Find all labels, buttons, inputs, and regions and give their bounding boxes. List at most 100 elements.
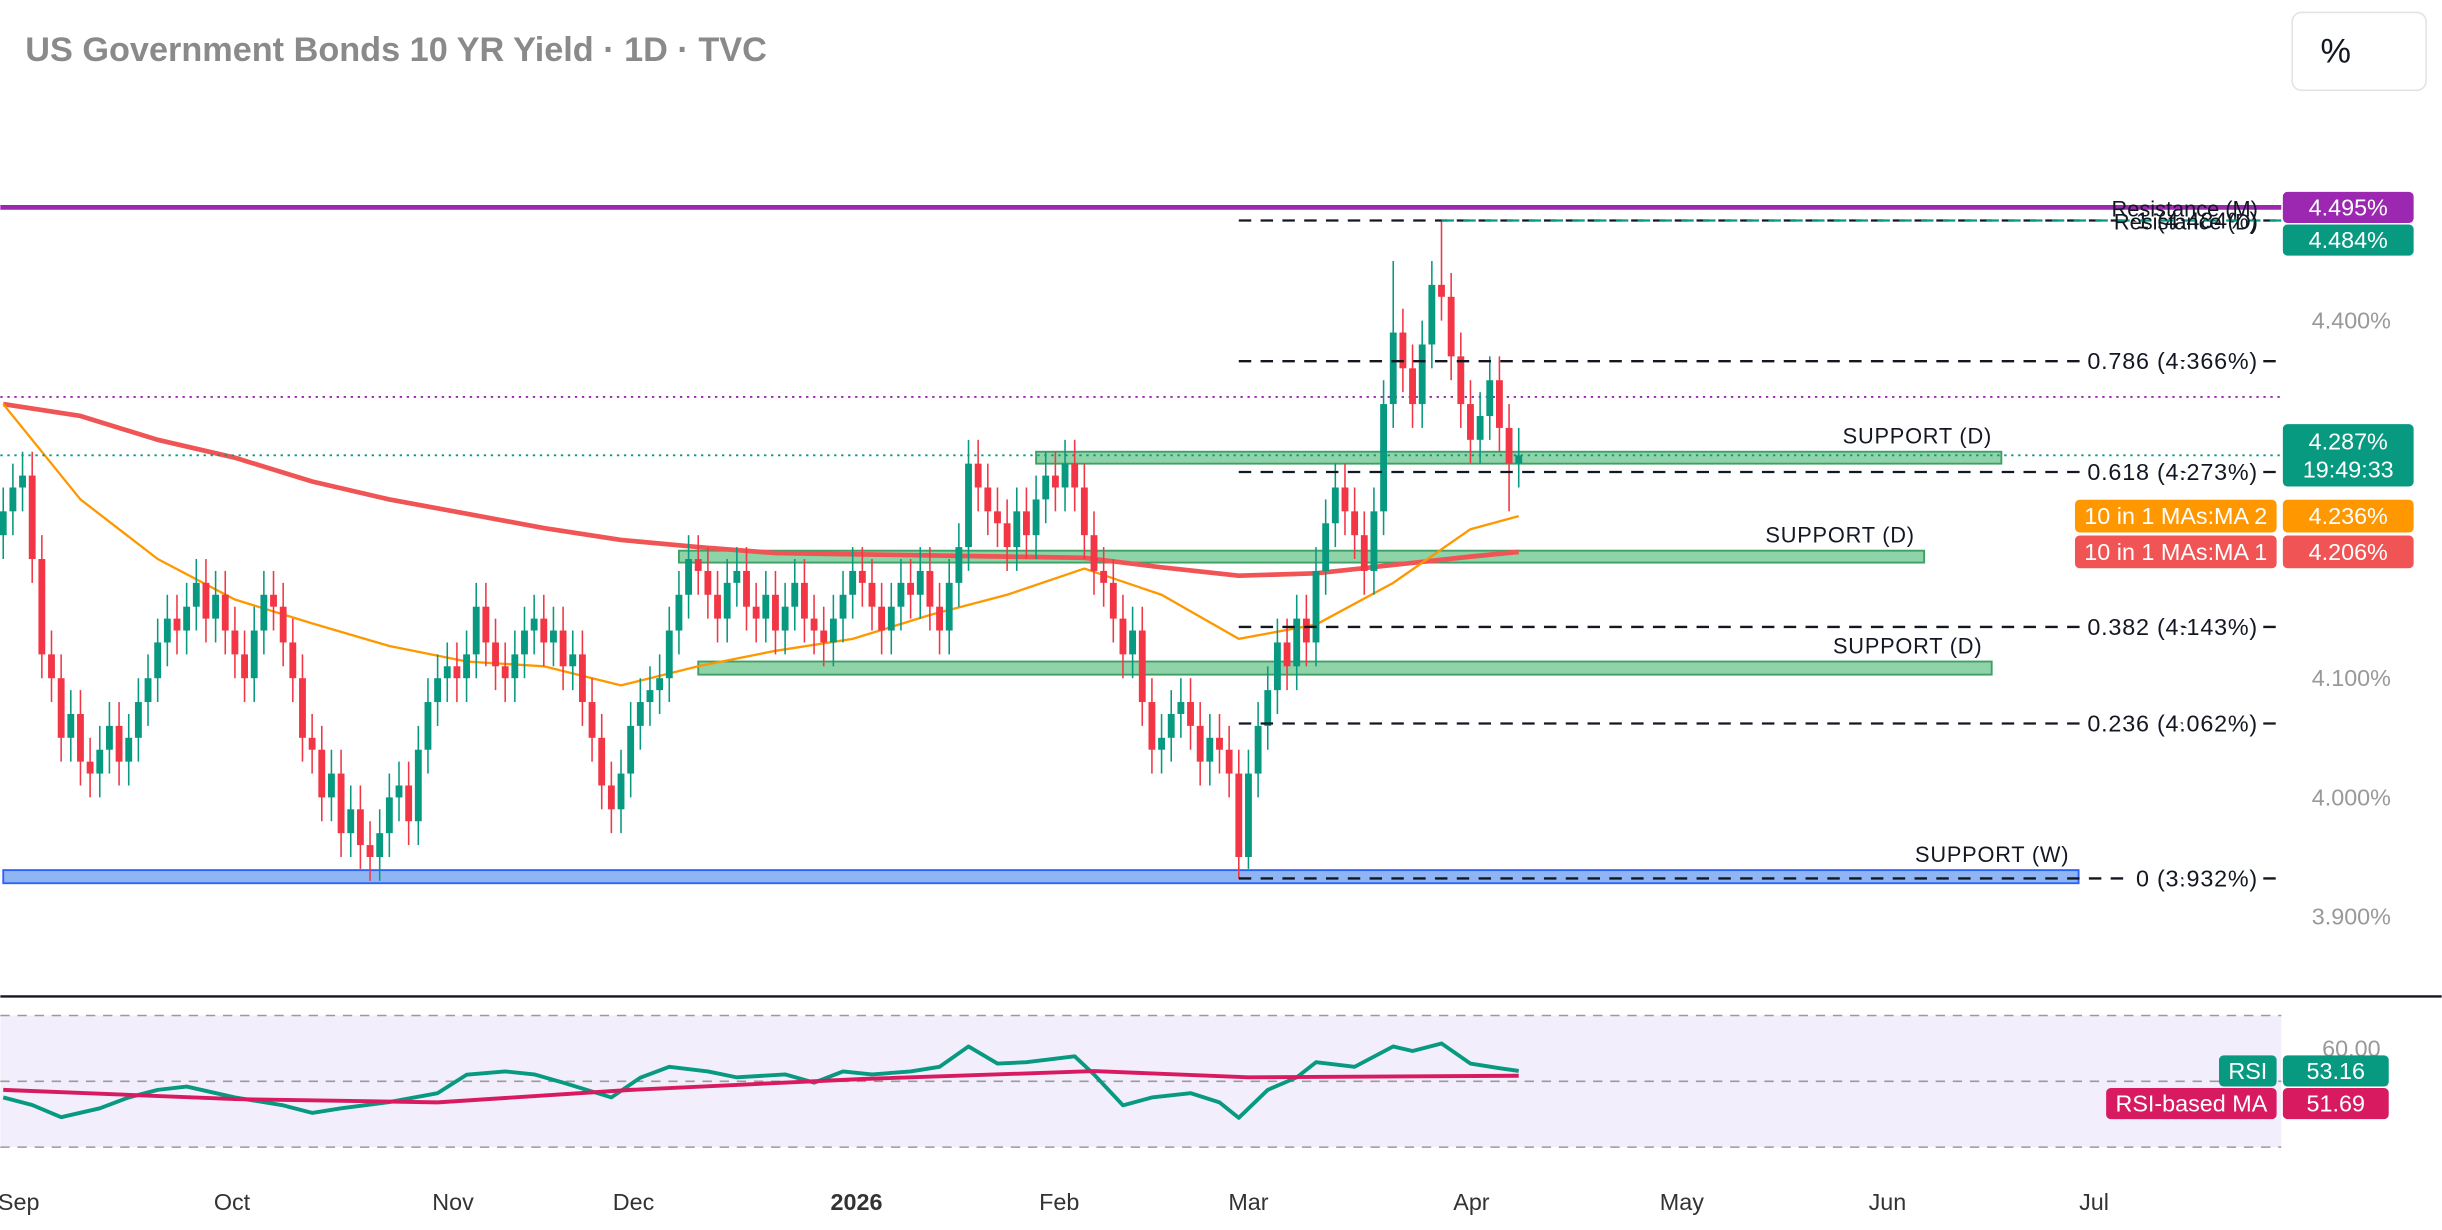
candle-body xyxy=(105,725,113,750)
candle-body xyxy=(318,749,326,798)
candle-body xyxy=(636,702,644,726)
candle-body xyxy=(1080,487,1088,536)
candle-body xyxy=(1351,511,1359,536)
candle-body xyxy=(1090,535,1098,571)
candle-body xyxy=(453,666,461,679)
ma-value-label: 4.206% xyxy=(2309,539,2388,565)
x-tick-label: Jun xyxy=(1869,1189,1907,1215)
candle-body xyxy=(1071,463,1079,488)
candle-body xyxy=(154,642,162,679)
candle-body xyxy=(965,463,972,548)
rsi-value-label: 51.69 xyxy=(2307,1091,2365,1117)
candle-body xyxy=(627,725,635,774)
zone-label: SUPPORT (D) xyxy=(1765,523,1914,548)
candle-body xyxy=(1225,749,1233,774)
candle-body xyxy=(511,654,519,679)
candle-body xyxy=(1428,284,1436,345)
last-price-label: 4.287% xyxy=(2309,428,2388,454)
candle-body xyxy=(1042,475,1050,500)
countdown-label: 19:49:33 xyxy=(2303,456,2394,482)
candle-body xyxy=(492,642,499,667)
candle-body xyxy=(714,594,721,619)
series-name-box xyxy=(2074,535,2277,569)
candle-body xyxy=(1158,737,1165,750)
candle-body xyxy=(1032,499,1040,536)
candle-body xyxy=(183,606,191,631)
series-name-box xyxy=(2074,499,2277,533)
candle-body xyxy=(1264,690,1272,726)
candle-body xyxy=(1003,523,1011,548)
fib-label: 0.618 (4.273%) xyxy=(2087,459,2258,485)
candle-body xyxy=(279,606,287,643)
candle-body xyxy=(125,737,133,762)
ma-value-label-box xyxy=(2282,499,2414,533)
fib-label: 0.382 (4.143%) xyxy=(2087,614,2258,640)
rsi-value-label: 53.16 xyxy=(2307,1058,2365,1084)
candle-body xyxy=(241,654,248,679)
candle-body xyxy=(791,582,799,607)
fib-label: 0 (3.932%) xyxy=(2136,865,2258,891)
candle-body xyxy=(984,487,992,512)
candle-body xyxy=(1467,404,1474,440)
candle-body xyxy=(810,618,818,631)
candle-body xyxy=(1109,582,1117,619)
candle-body xyxy=(656,678,664,691)
candle-body xyxy=(1187,702,1194,726)
candle-body xyxy=(472,606,480,655)
candle-body xyxy=(1389,332,1397,405)
candle-body xyxy=(1245,773,1252,857)
y-tick-label: 4.000% xyxy=(2312,784,2391,810)
candle-body xyxy=(96,749,104,774)
chart-title: US Government Bonds 10 YR Yield · 1D · T… xyxy=(25,31,767,69)
fib-label: 0.786 (4.366%) xyxy=(2087,348,2258,374)
last-price-box xyxy=(2282,424,2414,487)
candle-body xyxy=(675,594,683,631)
candle-body xyxy=(366,845,374,857)
candle-body xyxy=(530,618,538,631)
zone-label: SUPPORT (D) xyxy=(1833,633,1982,658)
zone-label: SUPPORT (W) xyxy=(1915,842,2069,867)
candle-body xyxy=(328,773,335,798)
candle-body xyxy=(308,737,316,750)
x-tick-label: Oct xyxy=(214,1189,251,1215)
candle-body xyxy=(1254,725,1262,774)
x-tick-label: Nov xyxy=(432,1189,474,1215)
candle-body xyxy=(289,642,297,679)
candle-body xyxy=(849,570,857,595)
candle-body xyxy=(395,785,403,798)
candle-body xyxy=(1486,380,1494,416)
candle-body xyxy=(907,582,915,595)
candle-body xyxy=(1447,296,1455,357)
candle-body xyxy=(1495,380,1503,428)
candle-body xyxy=(28,475,36,560)
series-name-box xyxy=(2219,1055,2277,1087)
x-tick-label: 2026 xyxy=(831,1189,883,1215)
fib-label: 0.236 (4.062%) xyxy=(2087,711,2258,737)
candle-body xyxy=(540,618,548,643)
series-name: RSI-based MA xyxy=(2115,1091,2267,1117)
candle-body xyxy=(945,582,953,631)
candle-body xyxy=(1235,773,1243,857)
candle-body xyxy=(250,630,258,679)
candle-body xyxy=(1206,737,1214,762)
candle-body xyxy=(588,702,596,738)
unit-button-label[interactable]: % xyxy=(2321,32,2351,70)
x-tick-label: Dec xyxy=(613,1189,655,1215)
candle-body xyxy=(617,773,625,810)
ma-value-label: 4.236% xyxy=(2309,503,2388,529)
candle-body xyxy=(762,594,770,619)
candle-body xyxy=(347,809,355,834)
ma-value-label-box xyxy=(2282,535,2414,569)
candle-body xyxy=(800,582,808,619)
candle-body xyxy=(887,606,895,631)
candle-body xyxy=(1051,475,1059,488)
candle-body xyxy=(569,654,577,667)
candle-body xyxy=(1177,702,1185,714)
candle-body xyxy=(57,678,65,738)
rsi-line xyxy=(2,1041,1519,1120)
unit-button[interactable] xyxy=(2291,11,2427,92)
candle-body xyxy=(1322,523,1330,571)
moving-average-line xyxy=(2,401,1519,579)
candle-body xyxy=(916,570,924,595)
rsi-line xyxy=(3,1069,1519,1105)
